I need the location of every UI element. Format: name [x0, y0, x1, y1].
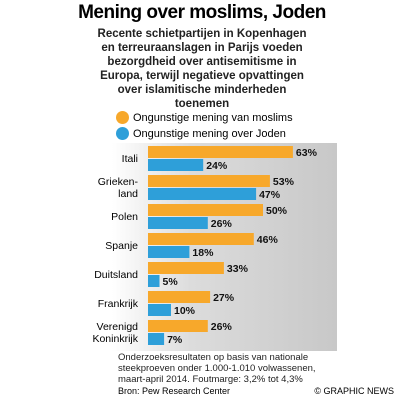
- bar: [148, 175, 270, 187]
- bar: [148, 146, 293, 158]
- value-label: 33%: [227, 263, 249, 275]
- value-label: 50%: [266, 205, 288, 217]
- value-label: 47%: [259, 189, 281, 201]
- bar: [148, 291, 211, 303]
- value-label: 18%: [192, 247, 214, 259]
- value-label: 7%: [167, 334, 183, 346]
- category-label: Grieken- land: [97, 176, 138, 200]
- legend-label: Ongunstige mening van moslims: [133, 111, 293, 124]
- value-label: 26%: [211, 321, 233, 333]
- category-label: Itali: [121, 153, 138, 165]
- value-label: 24%: [206, 160, 228, 172]
- bar: [148, 275, 160, 287]
- legend-label: Ongunstige mening over Joden: [133, 127, 286, 140]
- source: Bron: Pew Research Center: [118, 386, 231, 396]
- bar: [148, 320, 208, 332]
- bar: [148, 246, 190, 258]
- legend-swatch: [116, 111, 129, 124]
- category-label: Frankrijk: [97, 298, 138, 310]
- bar: [148, 262, 224, 274]
- bar: [148, 233, 254, 245]
- bar: [148, 159, 204, 171]
- value-label: 46%: [257, 234, 279, 246]
- bar: [148, 217, 208, 229]
- bar: [148, 204, 263, 216]
- bar: [148, 304, 171, 316]
- value-label: 26%: [211, 218, 233, 230]
- value-label: 63%: [296, 147, 318, 159]
- value-label: 10%: [174, 305, 196, 317]
- category-label: Verenigd Koninkrijk: [92, 321, 138, 345]
- value-label: 53%: [273, 176, 295, 188]
- category-label: Polen: [111, 211, 138, 223]
- chart-title: Mening over moslims, Joden: [78, 2, 326, 23]
- bar: [148, 333, 165, 345]
- category-label: Spanje: [105, 240, 138, 252]
- legend-item: Ongunstige mening over Joden: [116, 127, 286, 140]
- bar: [148, 188, 257, 200]
- value-label: 5%: [163, 276, 179, 288]
- footnote: Onderzoeksresultaten op basis van nation…: [118, 352, 316, 385]
- legend-item: Ongunstige mening van moslims: [116, 111, 293, 124]
- credit: © GRAPHIC NEWS: [314, 386, 394, 396]
- legend-swatch: [116, 127, 129, 140]
- chart-subtitle: Recente schietpartijen in Kopenhagen en …: [97, 28, 307, 110]
- value-label: 27%: [213, 292, 235, 304]
- category-label: Duitsland: [94, 269, 138, 281]
